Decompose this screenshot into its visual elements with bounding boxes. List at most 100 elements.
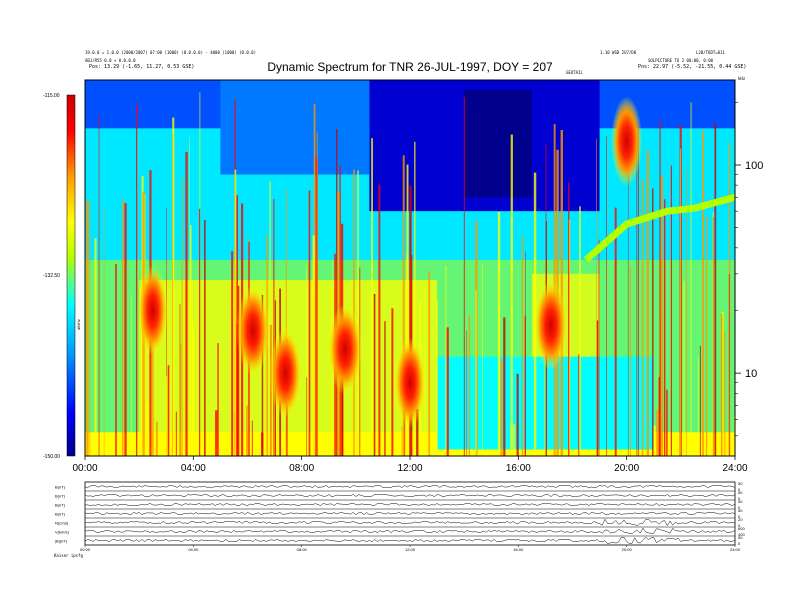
burst-stripe xyxy=(724,331,726,456)
panel-tick-label: 0 xyxy=(738,487,741,492)
info-left-3: Pos: 13.29 (-1.65, 11.27, 0.53 GSE) xyxy=(89,64,195,70)
burst-stripe xyxy=(124,203,127,456)
burst-stripe xyxy=(234,169,237,456)
colorbar xyxy=(66,94,76,457)
info-left-2: ABJ/R55 0.0 + 0.0.0.0 xyxy=(85,58,136,63)
panel-label: N(cm3) xyxy=(55,521,69,526)
burst-stripe xyxy=(436,300,438,456)
burst-stripe xyxy=(115,263,117,456)
burst-stripe xyxy=(175,411,177,456)
panel-tick-label: 50 xyxy=(738,490,743,495)
panel-label: B(nT) xyxy=(55,503,66,508)
panel-tick-label: 0 xyxy=(738,496,741,501)
burst-stripe xyxy=(685,168,687,456)
burst-stripe xyxy=(357,170,359,456)
burst-stripe xyxy=(503,317,506,456)
colorbar-tick-top: -115.00 xyxy=(43,93,60,99)
burst-stripe xyxy=(414,141,416,456)
burst-stripe xyxy=(663,199,666,456)
burst-stripe xyxy=(646,150,649,456)
panel-tick-label: 400 xyxy=(738,532,745,537)
burst-stripe xyxy=(660,175,663,456)
burst-stripe xyxy=(172,117,175,456)
emission-hotspot xyxy=(328,304,362,395)
burst-stripe xyxy=(371,138,373,456)
y-tick-label: 100 xyxy=(745,160,763,172)
burst-stripe xyxy=(146,401,149,456)
burst-stripe xyxy=(683,280,685,456)
emission-hotspot xyxy=(611,96,643,187)
panel-tick-label: 50 xyxy=(738,499,743,504)
panel-tick-label: 0 xyxy=(738,514,741,519)
burst-stripe xyxy=(428,271,431,456)
burst-stripe xyxy=(637,126,639,456)
info-left-1: 19.0.0 = 1.0.0 (2000/2007) 07:00 (1000) … xyxy=(85,50,256,55)
burst-stripe xyxy=(401,426,403,456)
burst-stripe xyxy=(237,285,240,456)
burst-stripe xyxy=(251,420,253,456)
burst-stripe xyxy=(652,188,654,456)
burst-stripe xyxy=(181,178,183,456)
burst-stripe xyxy=(131,295,132,456)
panel-tick-label: 0 xyxy=(738,541,741,546)
burst-stripe xyxy=(316,132,318,456)
burst-stripe xyxy=(191,320,194,456)
burst-stripe xyxy=(636,141,637,456)
burst-stripe xyxy=(135,103,138,456)
burst-stripe xyxy=(402,155,405,456)
burst-stripe xyxy=(166,208,167,456)
burst-stripe xyxy=(463,96,465,456)
burst-stripe xyxy=(165,376,168,456)
info-right-2: SOLPICTURE TU 2 00:00, 0:00 xyxy=(648,58,714,63)
burst-stripe xyxy=(698,357,699,456)
panel-x-tick-label: 20:00 xyxy=(622,547,633,552)
burst-stripe xyxy=(445,265,447,456)
burst-stripe xyxy=(690,102,692,456)
burst-stripe xyxy=(728,273,730,456)
burst-stripe xyxy=(510,134,513,456)
burst-stripe xyxy=(416,409,419,456)
x-tick-label: 20:00 xyxy=(614,463,639,474)
burst-stripe xyxy=(155,421,158,456)
burst-stripe xyxy=(662,312,664,456)
burst-stripe xyxy=(524,315,526,456)
panel-tick-label: 0 xyxy=(738,505,741,510)
burst-stripe xyxy=(312,235,315,456)
burst-stripe xyxy=(193,330,195,456)
burst-stripe xyxy=(446,327,449,456)
plasma-frequency-line xyxy=(583,193,735,263)
panel-label: B(nT) xyxy=(55,485,66,490)
panel-trace xyxy=(84,512,736,515)
panel-trace xyxy=(84,494,736,497)
upper-mid-region xyxy=(220,80,370,175)
burst-stripe xyxy=(179,304,181,456)
emission-hotspot xyxy=(534,280,568,371)
burst-stripe xyxy=(231,251,234,456)
info-right-3: Pos: 22.97 (-5.52, -21.55, 0.44 GSE) xyxy=(638,64,747,70)
burst-stripe xyxy=(315,157,318,456)
freq-unit: kHz xyxy=(738,76,746,81)
x-tick-label: 16:00 xyxy=(506,463,531,474)
emission-hotspot xyxy=(394,337,426,428)
burst-stripe xyxy=(513,423,516,456)
burst-stripe xyxy=(500,359,503,456)
x-tick-label: 08:00 xyxy=(289,463,314,474)
panel-tick-label: 50 xyxy=(738,508,743,513)
burst-stripe xyxy=(516,373,519,456)
burst-stripe xyxy=(153,287,154,456)
burst-stripe xyxy=(98,115,100,456)
panel-x-tick-label: 16:00 xyxy=(513,547,524,552)
burst-stripe xyxy=(596,138,597,456)
colorbar-tick-mid: -132.50 xyxy=(43,273,60,279)
footer-left: Kaiser ipsfg xyxy=(54,553,83,558)
emission-hotspot xyxy=(269,328,302,419)
burst-stripe xyxy=(138,317,140,456)
burst-stripe xyxy=(308,190,311,456)
panel-trace xyxy=(84,527,736,535)
panel-trace xyxy=(84,485,736,488)
burst-stripe xyxy=(384,321,386,456)
burst-stripe xyxy=(482,262,483,456)
burst-stripe xyxy=(702,130,704,456)
burst-stripe xyxy=(215,410,218,456)
burst-stripe xyxy=(466,330,467,456)
